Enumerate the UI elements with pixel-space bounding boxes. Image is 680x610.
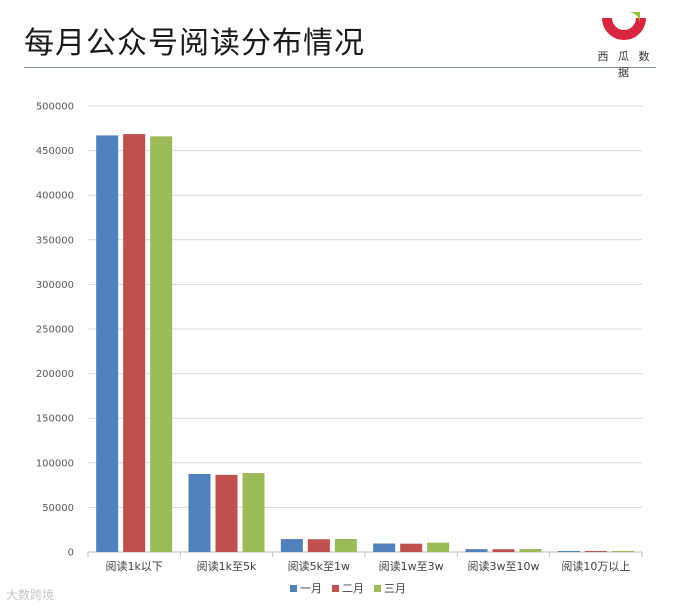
- bar: [611, 550, 634, 552]
- legend-swatch: [374, 585, 381, 592]
- bar: [373, 543, 396, 552]
- legend-swatch: [332, 585, 339, 592]
- legend-label: 三月: [384, 582, 406, 595]
- y-tick-label: 350000: [36, 235, 74, 246]
- y-tick-label: 0: [68, 548, 74, 559]
- bar: [242, 473, 265, 552]
- bar: [400, 543, 423, 552]
- chart-grid: [88, 105, 642, 553]
- title-divider: [24, 67, 656, 68]
- legend-swatch: [290, 585, 297, 592]
- chart-bars: [96, 134, 634, 552]
- bar: [188, 473, 211, 552]
- bar: [427, 542, 450, 552]
- bar: [215, 474, 238, 552]
- x-tick-label: 阅读5k至1w: [288, 559, 350, 573]
- bar: [334, 538, 357, 552]
- x-tick-label: 阅读1k至5k: [197, 559, 257, 573]
- x-tick-label: 阅读10万以上: [561, 559, 630, 573]
- bar: [150, 136, 173, 552]
- watermark: 大数跨境: [6, 588, 55, 602]
- x-tick-label: 阅读1w至3w: [379, 559, 444, 573]
- legend-label: 二月: [342, 582, 364, 595]
- y-axis: 0 50000 100000 150000 200000 250000 300000 3500…: [36, 102, 74, 559]
- y-tick-label: 400000: [36, 191, 74, 202]
- brand-name: 西 瓜 数 据: [597, 50, 653, 79]
- bar: [280, 539, 303, 552]
- bar: [492, 549, 515, 552]
- y-tick-label: 500000: [36, 102, 74, 113]
- legend-label: 一月: [300, 582, 322, 595]
- watermelon-logo-icon: [602, 12, 646, 40]
- y-tick-label: 200000: [36, 369, 74, 380]
- y-tick-label: 300000: [36, 280, 74, 291]
- bar: [519, 549, 542, 552]
- bar: [123, 134, 146, 552]
- bar: [96, 135, 119, 552]
- y-tick-label: 450000: [36, 146, 74, 157]
- x-tick-label: 阅读1k以下: [105, 559, 162, 573]
- x-tick-label: 阅读3w至10w: [468, 559, 540, 573]
- y-tick-label: 50000: [42, 503, 74, 514]
- x-axis: 阅读1k以下 阅读1k至5k 阅读5k至1w 阅读1w至3w 阅读3w至10w 阅读10万…: [87, 552, 643, 573]
- brand-logo: 西 瓜 数 据: [590, 10, 660, 79]
- y-tick-label: 100000: [36, 458, 74, 469]
- bar: [307, 539, 330, 552]
- bar: [584, 551, 607, 552]
- y-tick-label: 150000: [36, 414, 74, 425]
- chart-legend: 一月 二月 三月: [290, 582, 406, 595]
- page-title: 每月公众号阅读分布情况: [24, 26, 365, 61]
- y-tick-label: 250000: [36, 325, 74, 336]
- bar: [465, 549, 488, 552]
- bar: [557, 550, 580, 552]
